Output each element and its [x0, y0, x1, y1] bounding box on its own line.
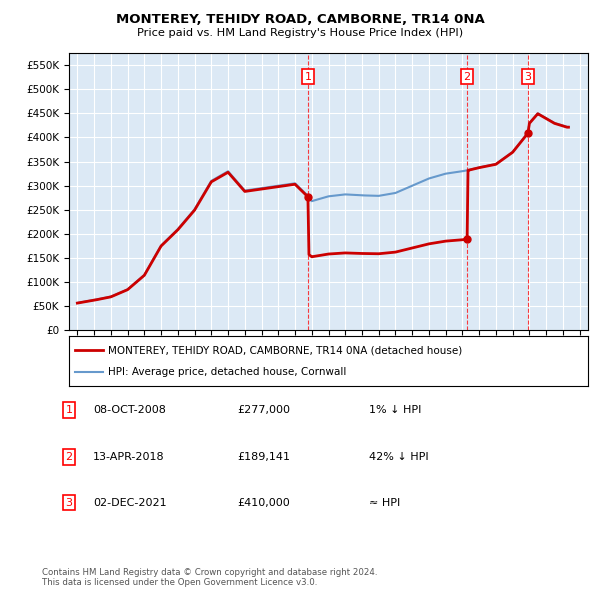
Text: 08-OCT-2008: 08-OCT-2008 [93, 405, 166, 415]
Text: 2: 2 [464, 71, 470, 81]
Text: Price paid vs. HM Land Registry's House Price Index (HPI): Price paid vs. HM Land Registry's House … [137, 28, 463, 38]
Text: 1% ↓ HPI: 1% ↓ HPI [369, 405, 421, 415]
Text: 3: 3 [65, 498, 73, 507]
Text: MONTEREY, TEHIDY ROAD, CAMBORNE, TR14 0NA: MONTEREY, TEHIDY ROAD, CAMBORNE, TR14 0N… [116, 13, 484, 26]
Text: £410,000: £410,000 [237, 498, 290, 507]
Text: 42% ↓ HPI: 42% ↓ HPI [369, 453, 428, 462]
Text: £189,141: £189,141 [237, 453, 290, 462]
Text: 02-DEC-2021: 02-DEC-2021 [93, 498, 167, 507]
Text: HPI: Average price, detached house, Cornwall: HPI: Average price, detached house, Corn… [108, 368, 346, 378]
Text: 3: 3 [524, 71, 532, 81]
Text: £277,000: £277,000 [237, 405, 290, 415]
Text: 1: 1 [65, 405, 73, 415]
Text: MONTEREY, TEHIDY ROAD, CAMBORNE, TR14 0NA (detached house): MONTEREY, TEHIDY ROAD, CAMBORNE, TR14 0N… [108, 345, 462, 355]
Text: ≈ HPI: ≈ HPI [369, 498, 400, 507]
Text: 1: 1 [304, 71, 311, 81]
Text: 13-APR-2018: 13-APR-2018 [93, 453, 164, 462]
Text: 2: 2 [65, 453, 73, 462]
Text: Contains HM Land Registry data © Crown copyright and database right 2024.
This d: Contains HM Land Registry data © Crown c… [42, 568, 377, 587]
